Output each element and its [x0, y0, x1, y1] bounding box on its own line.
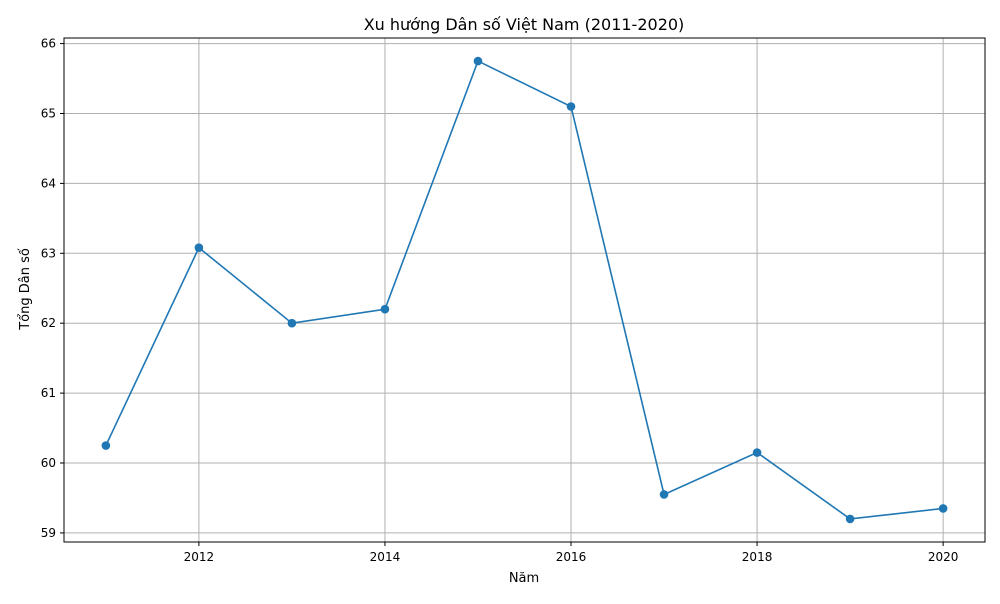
x-axis-label: Năm [509, 571, 539, 586]
data-point [659, 490, 669, 499]
data-point [566, 102, 576, 111]
x-tick-label: 2018 [742, 550, 773, 564]
chart-title: Xu hướng Dân số Việt Nam (2011-2020) [364, 15, 685, 34]
data-point [287, 318, 297, 328]
ticks: 2012 2014 2016 2018 2020 59 60 61 62 63 64 65 66 [41, 37, 959, 564]
y-axis-label: Tổng Dân số [18, 248, 33, 331]
data-point [845, 514, 855, 524]
y-tick-label: 63 [41, 246, 56, 260]
x-tick-label: 2014 [370, 550, 401, 564]
x-tick-label: 2020 [928, 550, 959, 564]
x-tick-label: 2016 [556, 550, 587, 564]
series-line [105, 59, 944, 520]
data-point [380, 304, 390, 314]
y-tick-label: 66 [41, 37, 56, 51]
data-point [938, 504, 948, 513]
y-tick-label: 64 [41, 176, 56, 190]
plot-frame [63, 37, 986, 543]
data-point [752, 448, 762, 457]
data-point [194, 243, 204, 253]
y-tick-label: 60 [41, 456, 56, 470]
data-point [473, 56, 483, 66]
data-point [101, 441, 111, 450]
series-layer [101, 56, 948, 524]
y-tick-label: 59 [41, 526, 56, 540]
y-tick-label: 65 [41, 106, 56, 120]
grid [64, 38, 985, 542]
y-tick-label: 62 [41, 316, 56, 330]
x-tick-label: 2012 [184, 550, 215, 564]
y-tick-label: 61 [41, 386, 56, 400]
